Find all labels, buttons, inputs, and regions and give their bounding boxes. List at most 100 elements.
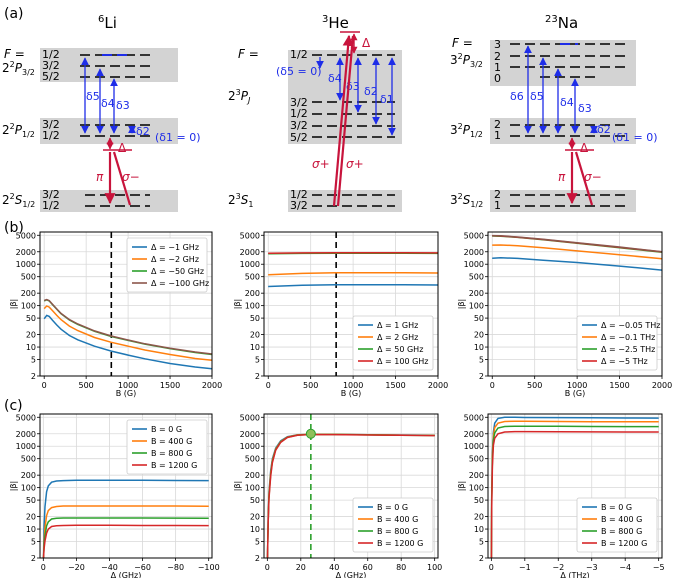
x-tick-label: 0 [266, 381, 271, 390]
x-tick-label: 2000 [652, 381, 672, 390]
y-tick-label: 10 [26, 525, 36, 534]
x-tick-label: 2000 [428, 381, 448, 390]
legend-label: Δ = −2.5 THz [601, 345, 655, 354]
y-tick-label: 1000 [16, 260, 36, 269]
y-tick-label: 2000 [16, 430, 36, 439]
series-line [43, 298, 212, 355]
delta-label: δ5 [530, 90, 544, 103]
band-li-p32 [40, 48, 178, 82]
legend-box [576, 315, 658, 371]
y-axis-label: |β| [457, 299, 466, 310]
x-axis-label: B (G) [341, 389, 361, 398]
polarization-label: π [96, 170, 104, 184]
x-tick-label: 20 [296, 563, 306, 572]
legend-label: B = 400 G [377, 515, 418, 524]
y-tick-label: 1000 [16, 442, 36, 451]
f-value: 1 [494, 61, 501, 74]
y-tick-label: 10 [26, 343, 36, 352]
legend-label: B = 400 G [601, 515, 642, 524]
term-he-p: 23PJ [228, 88, 251, 105]
panel-label-b: (b) [4, 220, 24, 236]
y-tick-label: 2 [255, 372, 260, 381]
x-axis-label: B (G) [116, 389, 136, 398]
y-tick-label: 50 [26, 496, 36, 505]
legend-label: Δ = 1 GHz [377, 321, 418, 330]
term-na-p32: 32P3/2 [450, 52, 483, 69]
chart-b-he: 2 5 10 20 50 100 200 500 1000 2000 5000 0 500 1000 150… [233, 231, 448, 398]
f-value: 2 [494, 118, 501, 131]
x-tick-label: 0 [41, 563, 46, 572]
legend-label: Δ = −2 GHz [151, 255, 199, 264]
legend-label: Δ = −5 THz [601, 357, 648, 366]
detuning-label: Δ [580, 141, 589, 155]
chart-b-li: 2 5 10 20 50 100 200 500 1000 2000 5000 0 500 1000 150… [9, 231, 222, 398]
y-tick-label: 100 [469, 484, 484, 493]
y-tick-label: 500 [469, 273, 484, 282]
x-tick-label: 80 [396, 563, 406, 572]
f-value: 3/2 [42, 118, 60, 131]
plot-frame [487, 413, 663, 559]
y-tick-label: 2000 [464, 430, 484, 439]
plot-frame [263, 231, 439, 377]
y-tick-label: 200 [21, 289, 36, 298]
term-li-s12: 22S1/2 [2, 192, 35, 209]
y-tick-label: 5 [479, 538, 484, 547]
band-na-p32 [490, 40, 636, 86]
f-value: 3/2 [290, 119, 308, 132]
legend-label: Δ = 100 GHz [377, 357, 429, 366]
x-tick-label: −40 [101, 563, 118, 572]
chart-b-na: 2 5 10 20 50 100 200 500 1000 2000 5000 0 500 1000 150… [457, 231, 672, 398]
x-tick-label: −80 [167, 563, 184, 572]
legend-label: B = 0 G [601, 503, 632, 512]
y-tick-label: 50 [250, 314, 260, 323]
delta-label: δ1 [380, 93, 394, 106]
y-tick-label: 20 [26, 513, 36, 522]
x-tick-label: 0 [490, 381, 495, 390]
series-line [266, 433, 435, 558]
y-tick-label: 50 [26, 314, 36, 323]
y-tick-label: 200 [245, 471, 260, 480]
y-tick-label: 500 [21, 455, 36, 464]
term-he-s: 23S1 [228, 192, 253, 209]
y-tick-label: 100 [469, 302, 484, 311]
y-tick-label: 5000 [16, 413, 36, 422]
polarization-label: σ− [122, 170, 140, 184]
x-tick-label: 2000 [202, 381, 222, 390]
series-line [490, 430, 659, 558]
y-tick-label: 5000 [464, 231, 484, 240]
term-li-p12: 22P1/2 [2, 122, 35, 139]
legend-label: Δ = −100 GHz [151, 279, 209, 288]
x-tick-label: −3 [586, 563, 598, 572]
delta-label: δ6 [510, 90, 524, 103]
y-tick-label: 100 [245, 484, 260, 493]
x-tick-label: 100 [427, 563, 442, 572]
x-tick-label: 0 [489, 563, 494, 572]
series-line [43, 305, 212, 362]
y-tick-label: 2 [31, 372, 36, 381]
legend-label: B = 800 G [601, 527, 642, 536]
optimum-marker [305, 428, 316, 439]
delta-label: δ4 [328, 72, 342, 85]
x-tick-label: 0 [42, 381, 47, 390]
y-tick-label: 10 [474, 525, 484, 534]
x-tick-label: 500 [527, 381, 542, 390]
polarization-label: σ− [584, 170, 602, 184]
f-value: 1 [494, 129, 501, 142]
x-tick-label: 1500 [385, 381, 405, 390]
f-value: 5/2 [290, 131, 308, 144]
y-tick-label: 100 [21, 484, 36, 493]
y-tick-label: 100 [245, 302, 260, 311]
y-tick-label: 10 [250, 525, 260, 534]
x-tick-label: 1500 [609, 381, 629, 390]
level-diagram-he: 3He F = 23PJ 23S1 1/2 3/2 1/2 3/2 5/2 1/… [228, 14, 402, 212]
delta-label: δ4 [560, 96, 574, 109]
f-value: 1/2 [42, 199, 60, 212]
y-tick-label: 5 [479, 356, 484, 365]
y-tick-label: 20 [250, 331, 260, 340]
series-line [42, 479, 209, 558]
f-value: 3/2 [290, 96, 308, 109]
f-value: 1/2 [42, 129, 60, 142]
detuning-label: Δ [362, 36, 371, 50]
x-tick-label: −20 [68, 563, 85, 572]
y-tick-label: 20 [250, 513, 260, 522]
